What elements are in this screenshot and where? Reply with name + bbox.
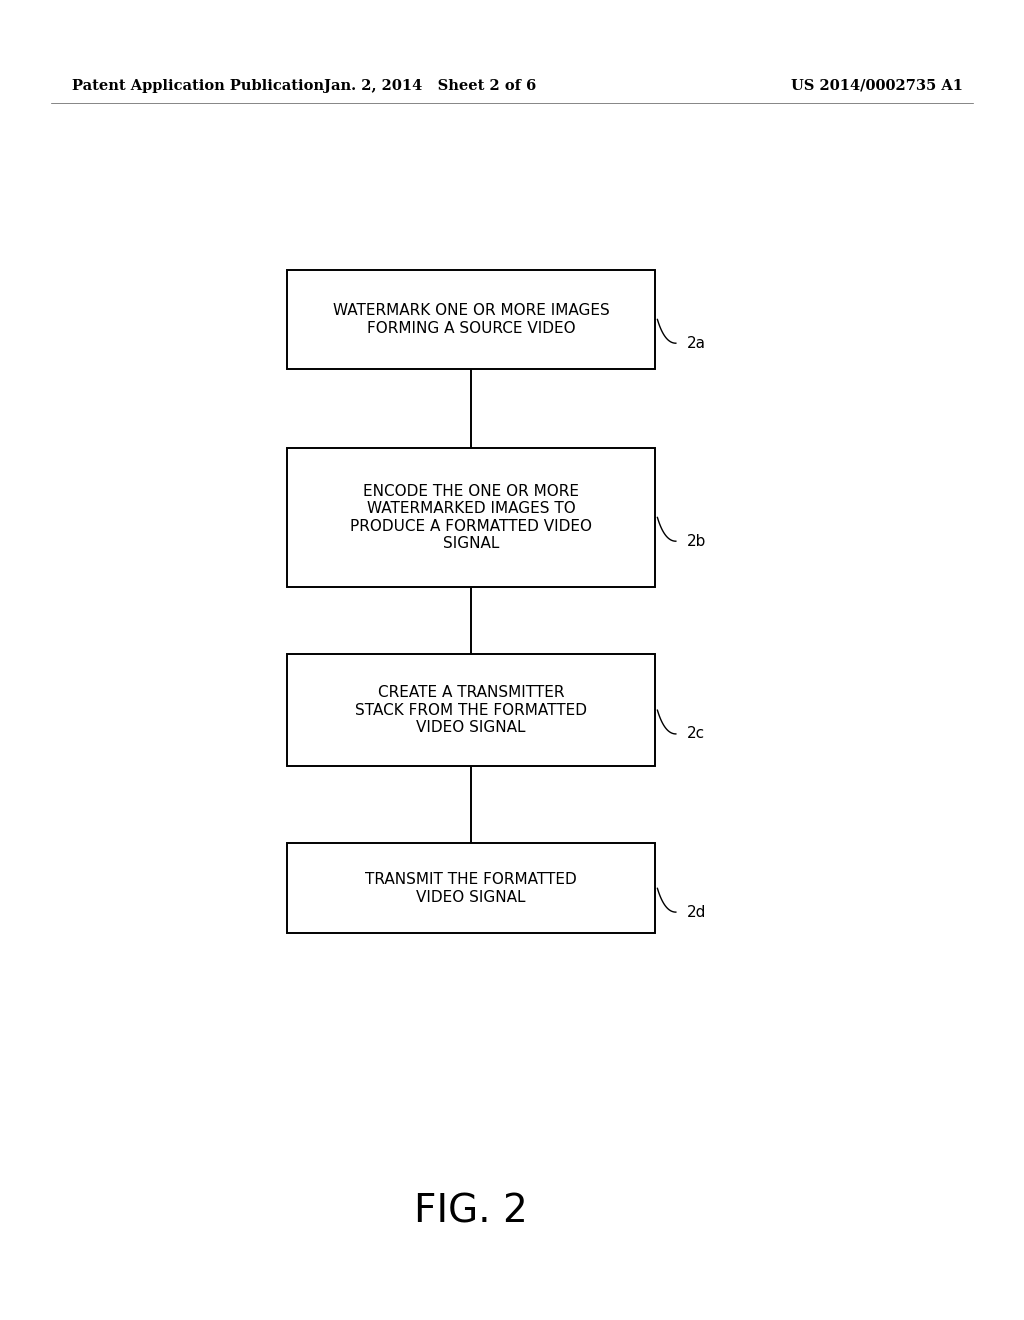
Bar [287,449,655,586]
Text: TRANSMIT THE FORMATTED
VIDEO SIGNAL: TRANSMIT THE FORMATTED VIDEO SIGNAL [366,873,577,904]
Text: ENCODE THE ONE OR MORE
WATERMARKED IMAGES TO
PRODUCE A FORMATTED VIDEO
SIGNAL: ENCODE THE ONE OR MORE WATERMARKED IMAGE… [350,484,592,550]
Text: WATERMARK ONE OR MORE IMAGES
FORMING A SOURCE VIDEO: WATERMARK ONE OR MORE IMAGES FORMING A S… [333,304,609,335]
Bar [287,271,655,368]
Text: 2b: 2b [687,533,707,549]
Bar [287,653,655,766]
Text: 2c: 2c [687,726,706,742]
Text: 2d: 2d [687,904,707,920]
Text: FIG. 2: FIG. 2 [414,1193,528,1230]
Bar [287,843,655,933]
Text: Patent Application Publication: Patent Application Publication [72,79,324,92]
Text: Jan. 2, 2014   Sheet 2 of 6: Jan. 2, 2014 Sheet 2 of 6 [324,79,537,92]
Text: US 2014/0002735 A1: US 2014/0002735 A1 [791,79,963,92]
Text: CREATE A TRANSMITTER
STACK FROM THE FORMATTED
VIDEO SIGNAL: CREATE A TRANSMITTER STACK FROM THE FORM… [355,685,587,735]
Text: 2a: 2a [687,335,707,351]
